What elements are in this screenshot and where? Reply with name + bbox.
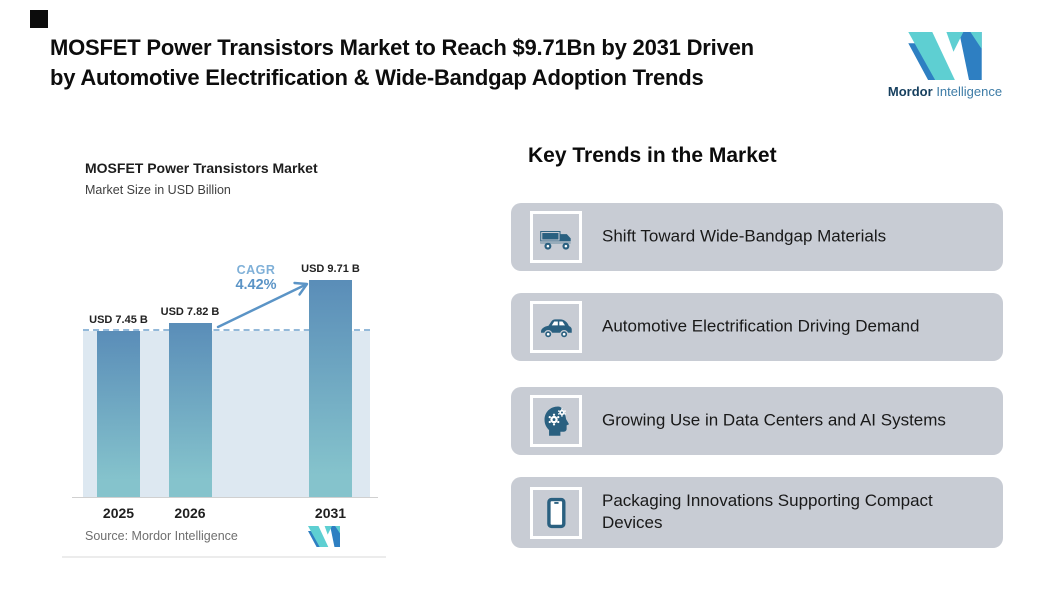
chart-title: MOSFET Power Transistors Market (85, 160, 318, 176)
x-axis-line (72, 497, 378, 498)
cagr-annotation: CAGR 4.42% (235, 263, 277, 294)
market-chart-card: MOSFET Power Transistors Market Market S… (62, 152, 386, 558)
car-icon (530, 301, 582, 353)
trend-card-automotive: Automotive Electrification Driving Deman… (511, 293, 1003, 361)
smartphone-icon (530, 486, 582, 539)
brand-name-bold: Mordor (887, 84, 933, 99)
brand-name-rest: Intelligence (936, 84, 1003, 99)
source-note: Source: Mordor Intelligence (85, 529, 238, 543)
truck-icon (530, 211, 582, 263)
x-axis-label: 2031 (314, 505, 347, 521)
bar-2025 (97, 331, 140, 497)
x-axis-label: 2025 (102, 505, 135, 521)
corner-accent (30, 10, 48, 28)
bar-value-label: USD 7.82 B (160, 306, 220, 318)
page-title-line-2: by Automotive Electrification & Wide-Ban… (50, 65, 704, 90)
x-axis-label: 2026 (174, 505, 206, 521)
chart-plot: CAGR 4.42% USD 7.45 B 2025 USD 7.82 B 2026 U… (83, 180, 370, 521)
mordor-logo-icon (908, 32, 982, 80)
page-title-line-1: MOSFET Power Transistors Market to Reach… (50, 35, 754, 60)
brand-logo: Mordor Intelligence (870, 32, 1020, 99)
bar-2026 (168, 323, 212, 497)
reference-dashed-line (83, 329, 370, 331)
bar-value-label: USD 7.45 B (89, 314, 148, 326)
page-title: MOSFET Power Transistors Market to Reach… (50, 33, 880, 93)
trends-heading: Key Trends in the Market (528, 144, 777, 167)
cagr-value: 4.42% (235, 276, 277, 293)
mordor-logo-mini-icon (308, 526, 340, 547)
trend-label: Shift Toward Wide-Bandgap Materials (602, 226, 887, 246)
brand-name: Mordor Intelligence (870, 84, 1020, 99)
cagr-label: CAGR (236, 263, 276, 277)
trend-label: Growing Use in Data Centers and AI Syste… (602, 410, 946, 430)
trend-label: Automotive Electrification Driving Deman… (602, 316, 920, 336)
bar-value-label: USD 9.71 B (301, 263, 360, 275)
chart-subtitle: Market Size in USD Billion (85, 183, 231, 197)
trend-card-data-centers: Growing Use in Data Centers and AI Syste… (511, 387, 1003, 455)
trend-card-packaging: Packaging Innovations Supporting Compact… (511, 477, 1003, 548)
ai-head-icon (530, 395, 582, 447)
trend-card-wide-bandgap: Shift Toward Wide-Bandgap Materials (511, 203, 1003, 271)
trend-label: Packaging Innovations Supporting Compact… (602, 490, 933, 533)
bar-2031 (309, 280, 352, 497)
